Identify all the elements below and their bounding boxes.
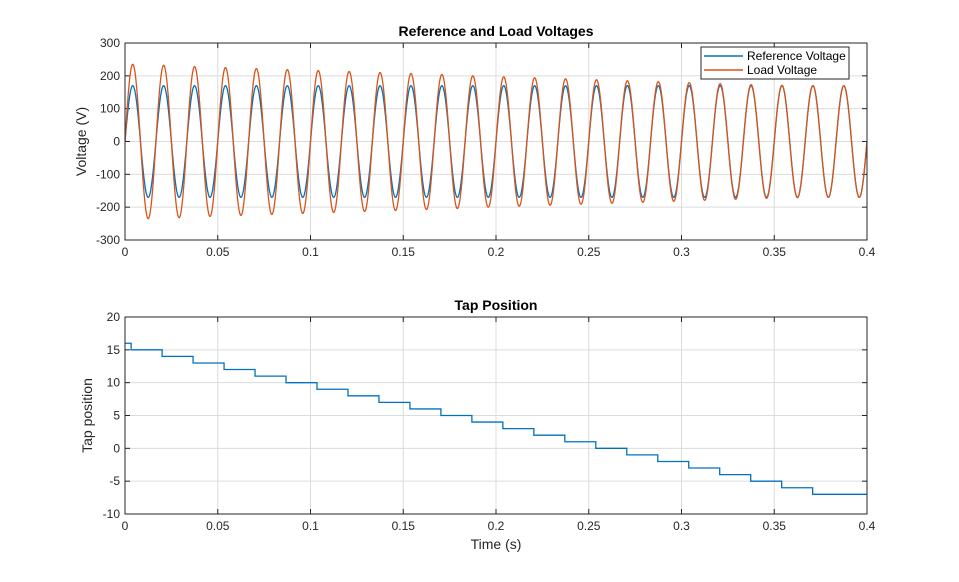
y-tick-label: -10	[103, 507, 121, 521]
x-tick-label: 0.35	[763, 245, 787, 259]
y-axis-label: Tap position	[79, 378, 95, 453]
y-tick-label: -200	[96, 200, 120, 214]
x-tick-label: 0.2	[488, 245, 505, 259]
y-tick-label: 10	[107, 376, 121, 390]
x-tick-label: 0.3	[673, 245, 690, 259]
y-tick-label: 0	[113, 135, 120, 149]
axes-1: 0 0.05 0.1 0.15 0.2 0.25 0.3 0.35 0.4 -300 -200 -10…	[73, 23, 876, 259]
series-line-load-voltage	[125, 63, 867, 220]
x-tick-label: 0.1	[302, 245, 319, 259]
axes-2: 0 0.05 0.1 0.15 0.2 0.25 0.3 0.35 0.4 -10 -5 0 5 10 15…	[79, 297, 876, 552]
y-tick-label: 200	[100, 69, 120, 83]
x-tick-label: 0.4	[859, 519, 876, 533]
x-tick-label: 0.25	[577, 519, 601, 533]
y-tick-label: -300	[96, 233, 120, 247]
y-tick-label: 300	[100, 36, 120, 50]
legend-entry: Load Voltage	[747, 63, 817, 77]
chart-title: Reference and Load Voltages	[398, 23, 593, 39]
x-tick-label: 0.2	[488, 519, 505, 533]
x-tick-label: 0.3	[673, 519, 690, 533]
x-axis-label: Time (s)	[471, 536, 522, 552]
y-tick-label: 15	[107, 343, 121, 357]
axes-box	[124, 42, 868, 241]
y-tick-label: -5	[109, 474, 120, 488]
x-tick-label: 0.15	[392, 245, 416, 259]
x-tick-label: 0.35	[763, 519, 787, 533]
x-tick-label: 0.25	[577, 245, 601, 259]
x-tick-label: 0	[122, 519, 129, 533]
x-tick-label: 0.1	[302, 519, 319, 533]
y-axis-label: Voltage (V)	[73, 107, 89, 176]
x-tick-label: 0	[122, 245, 129, 259]
y-tick-label: 100	[100, 102, 120, 116]
series-line-tap-position	[125, 342, 867, 495]
y-tick-label: 0	[113, 441, 120, 455]
y-tick-label: 5	[113, 409, 120, 423]
y-tick-label: -100	[96, 167, 120, 181]
legend-box	[700, 46, 850, 80]
x-tick-label: 0.05	[206, 519, 230, 533]
chart-title: Tap Position	[455, 297, 538, 313]
y-tick-label: 20	[107, 310, 121, 324]
legend-entry: Reference Voltage	[747, 49, 846, 63]
x-tick-label: 0.4	[859, 245, 876, 259]
axes-box	[124, 316, 868, 515]
x-tick-label: 0.15	[392, 519, 416, 533]
x-tick-label: 0.05	[206, 245, 230, 259]
